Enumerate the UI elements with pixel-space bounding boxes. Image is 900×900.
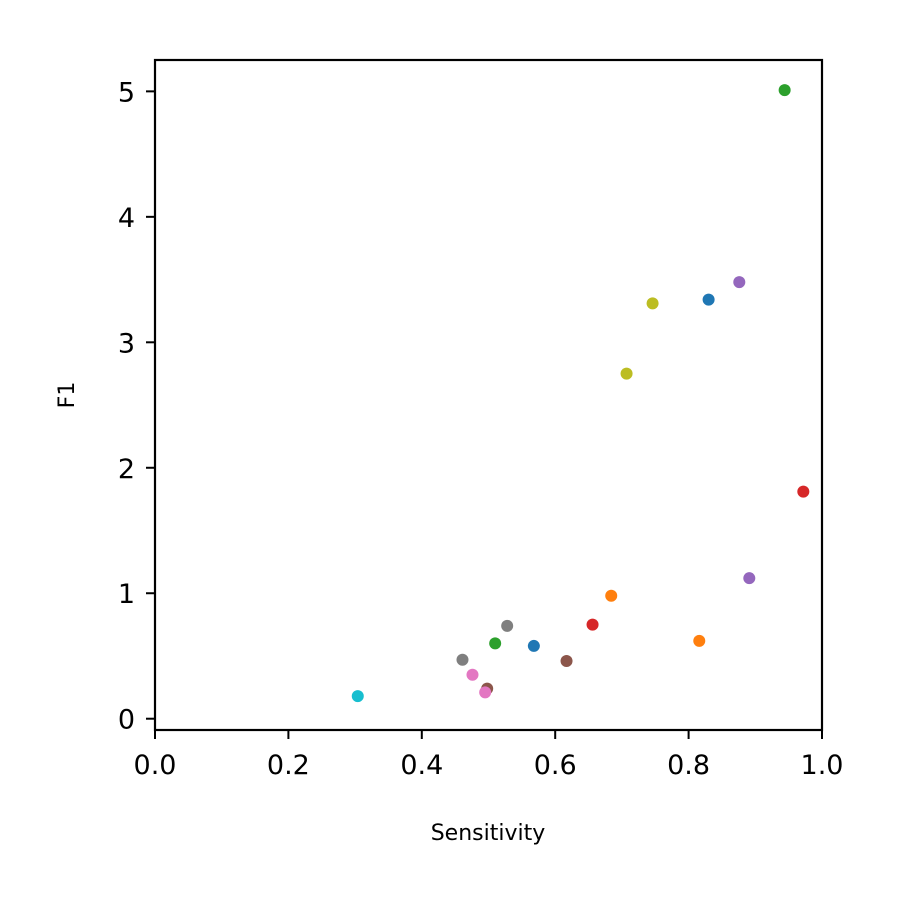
data-point xyxy=(797,485,810,498)
x-tick-label: 0.8 xyxy=(667,750,710,781)
data-point xyxy=(456,653,469,666)
data-point xyxy=(560,654,573,667)
plot-area-frame xyxy=(153,58,824,732)
y-tick-label: 2 xyxy=(118,454,135,485)
data-point xyxy=(778,84,791,97)
x-tick-label: 1.0 xyxy=(801,750,844,781)
y-tick-label: 1 xyxy=(118,579,135,610)
y-tick-label: 5 xyxy=(118,77,135,108)
data-point xyxy=(733,276,746,289)
data-point xyxy=(620,367,633,380)
y-axis-ticks: 0 1 2 3 4 5 xyxy=(118,77,155,736)
data-point xyxy=(693,634,706,647)
data-point xyxy=(586,618,599,631)
x-tick-label: 0.0 xyxy=(134,750,177,781)
data-point xyxy=(743,572,756,585)
x-tick-label: 0.6 xyxy=(534,750,577,781)
y-tick-label: 0 xyxy=(118,705,135,736)
data-point xyxy=(489,637,502,650)
data-point xyxy=(466,668,479,681)
data-point xyxy=(702,293,715,306)
data-point xyxy=(527,639,540,652)
x-axis-label: Sensitivity xyxy=(431,821,546,846)
x-axis-ticks: 0.0 0.2 0.4 0.6 0.8 1.0 xyxy=(134,730,844,781)
y-axis-label: F1 xyxy=(55,382,80,409)
y-tick-label: 4 xyxy=(118,203,135,234)
x-tick-label: 0.2 xyxy=(267,750,310,781)
data-point xyxy=(351,690,364,703)
data-point xyxy=(646,297,659,310)
y-tick-label: 3 xyxy=(118,328,135,359)
data-point xyxy=(479,686,492,699)
data-point xyxy=(501,619,514,632)
x-tick-label: 0.4 xyxy=(400,750,443,781)
data-point xyxy=(605,589,618,602)
data-points xyxy=(351,84,810,703)
